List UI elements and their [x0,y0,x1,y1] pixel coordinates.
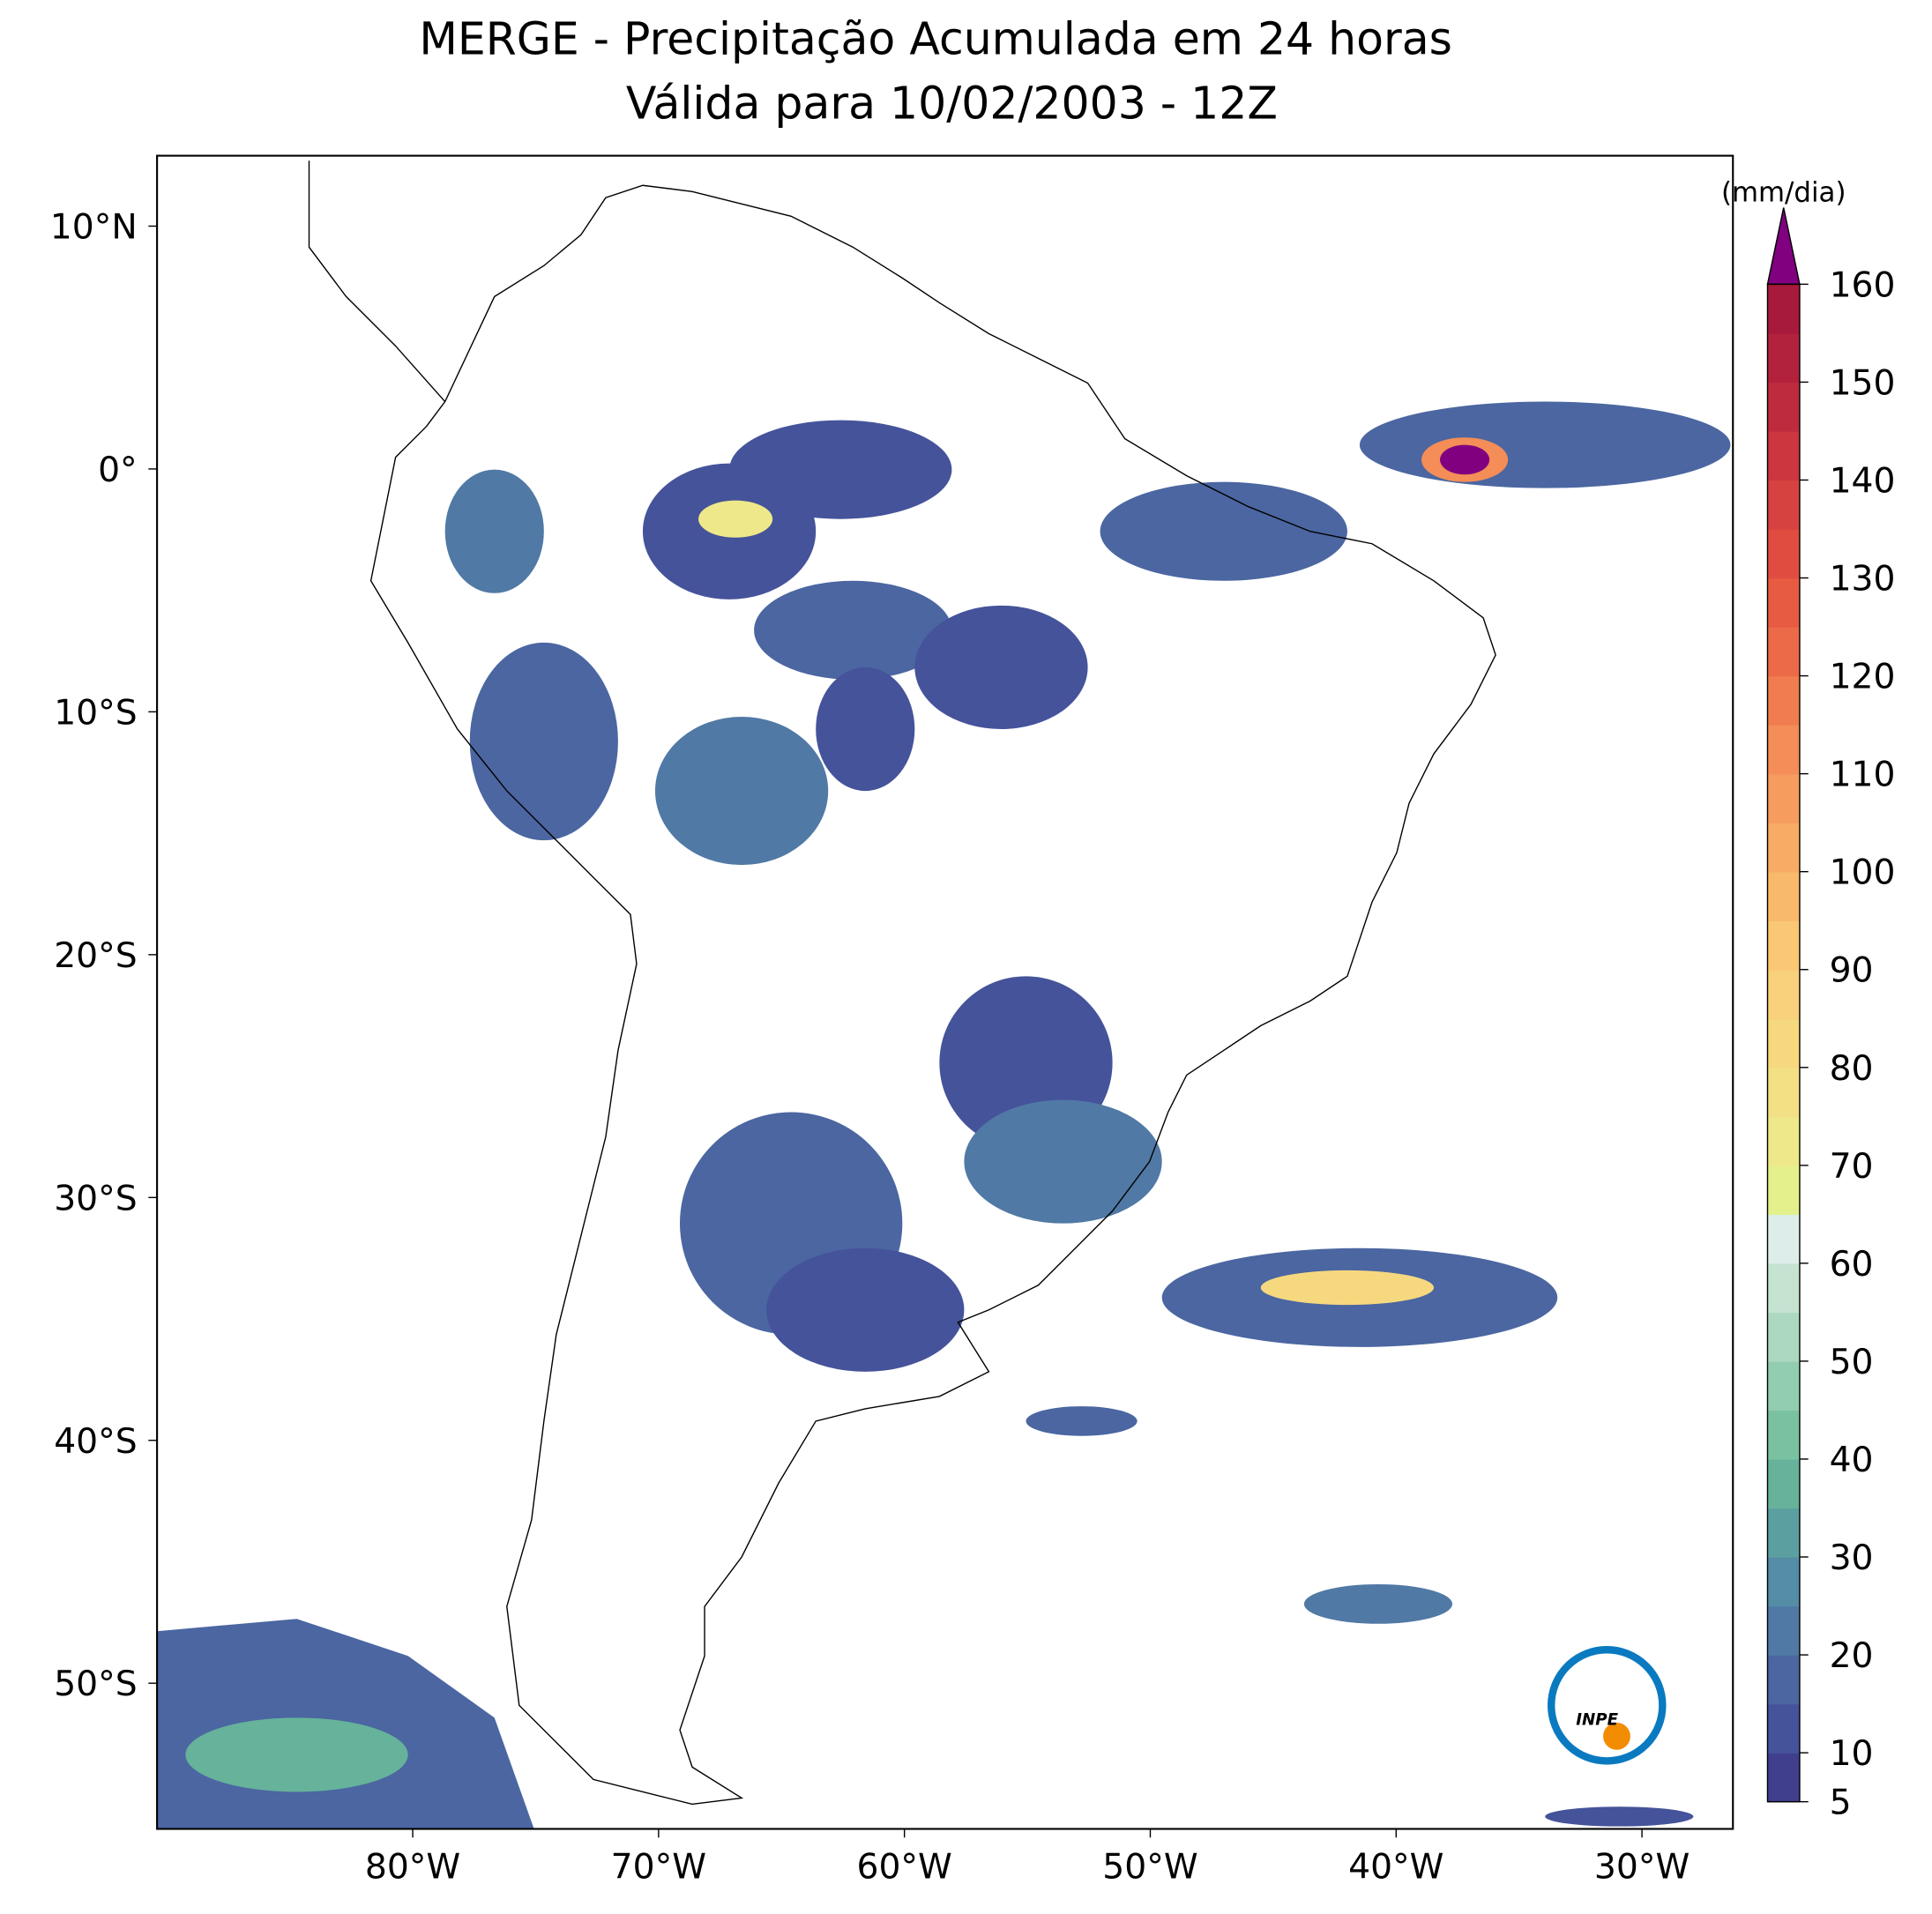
colorbar-tick-label: 120 [1830,658,1896,697]
rain-area [816,667,915,792]
colorbar-segment [1767,773,1800,823]
y-tick-label: 10°N [50,208,138,248]
colorbar-segment [1767,1067,1800,1118]
colorbar-segment [1767,430,1800,481]
colorbar-segment [1767,1214,1800,1264]
colorbar-label: (mm/dia) [1721,176,1846,208]
rain-area [914,605,1088,729]
rain-area [1545,1806,1694,1827]
colorbar-segment [1767,1655,1800,1705]
colorbar-tick-label: 70 [1830,1147,1874,1187]
colorbar-segment [1767,725,1800,775]
rain-area [1359,401,1731,488]
rain-area [698,500,773,538]
chart-title: MERGE - Precipitação Acumulada em 24 hor… [419,13,1452,65]
colorbar-segment [1767,823,1800,873]
colorbar-tick-label: 5 [1830,1784,1852,1823]
colorbar-segment [1767,1312,1800,1362]
colorbar-segment [1767,529,1800,579]
colorbar-segment [1767,1703,1800,1754]
colorbar-tick-label: 40 [1830,1441,1874,1480]
rain-area [754,580,952,680]
colorbar-segment [1767,1458,1800,1509]
colorbar-segment [1767,382,1800,432]
x-tick-label: 30°W [1594,1848,1690,1888]
colorbar-segment [1767,1557,1800,1607]
x-tick-label: 70°W [611,1848,706,1888]
rain-area [469,642,618,841]
colorbar-tick-label: 100 [1830,853,1896,893]
x-tick-label: 80°W [365,1848,460,1888]
colorbar-segment [1767,1018,1800,1069]
central-america [308,160,446,403]
y-tick-label: 40°S [54,1422,137,1462]
colorbar-tick-label: 140 [1830,462,1896,502]
colorbar-tick-label: 80 [1830,1049,1874,1089]
coastline [308,160,1496,1806]
y-tick-label: 50°S [54,1665,137,1704]
y-tick-label: 30°S [54,1179,137,1218]
rain-area [1303,1583,1453,1624]
y-tick-label: 10°S [54,693,137,733]
rain-area [729,420,952,519]
rain-area [1100,481,1347,581]
colorbar-tick-label: 50 [1830,1343,1874,1382]
rain-area [1260,1270,1435,1306]
y-tick-label: 20°S [54,936,137,976]
colorbar-segment [1767,1753,1800,1803]
continent-outline [369,184,1496,1806]
colorbar-segment [1767,1605,1800,1656]
colorbar-segment [1767,920,1800,971]
rain-area [1026,1406,1138,1436]
map-frame [156,154,1734,1830]
rain-area [1440,444,1490,475]
x-tick-label: 50°W [1102,1848,1197,1888]
colorbar-segment [1767,480,1800,530]
colorbar-segment [1767,1508,1800,1558]
colorbar-segment [1767,577,1800,628]
colorbar-segment [1767,1360,1800,1411]
rain-area [964,1099,1162,1224]
colorbar-tick-label: 150 [1830,363,1896,403]
colorbar-segment [1767,969,1800,1019]
y-tick-label: 0° [98,451,138,490]
colorbar-tick-label: 160 [1830,265,1896,305]
x-tick-label: 60°W [856,1848,951,1888]
rain-area [444,469,544,593]
colorbar-segment [1767,1410,1800,1460]
colorbar-segment [1767,675,1800,726]
colorbar-segment [1767,1116,1800,1166]
colorbar-tick-label: 130 [1830,560,1896,600]
precipitation [157,401,1731,1829]
colorbar-frame [1766,283,1801,1803]
colorbar-tick-label: 90 [1830,951,1874,991]
colorbar-tick-label: 30 [1830,1538,1874,1578]
colorbar-extend [1766,207,1801,286]
rain-area [654,716,829,866]
rain-area [766,1247,965,1372]
logo-text: INPE [1576,1711,1618,1730]
colorbar-segment [1767,871,1800,921]
x-tick-label: 40°W [1348,1848,1443,1888]
logo-ring [1547,1646,1667,1765]
colorbar-tick-label: 10 [1830,1734,1874,1774]
colorbar-segment [1767,1165,1800,1216]
colorbar-segment [1767,627,1800,677]
colorbar-tick-label: 60 [1830,1245,1874,1285]
chart-subtitle: Válida para 10/02/2003 - 12Z [626,78,1278,130]
colorbar-segment [1767,332,1800,384]
logo: INPE [1547,1646,1667,1765]
logo-dot [1603,1722,1630,1750]
colorbar-tick-label: 20 [1830,1636,1874,1676]
rain-area [185,1717,408,1792]
colorbar-tick-label: 110 [1830,756,1896,795]
colorbar-segment [1767,1262,1800,1314]
colorbar-segment [1767,284,1800,334]
